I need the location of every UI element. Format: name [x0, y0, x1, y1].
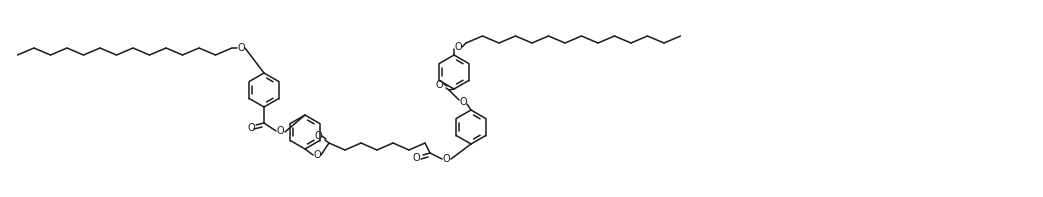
Text: O: O	[412, 153, 420, 163]
Text: O: O	[276, 126, 284, 136]
Text: O: O	[314, 131, 322, 141]
Text: O: O	[237, 43, 245, 53]
Text: O: O	[435, 80, 443, 90]
Text: O: O	[459, 97, 467, 107]
Text: O: O	[313, 150, 321, 160]
Text: O: O	[442, 154, 450, 164]
Text: O: O	[454, 42, 462, 52]
Text: O: O	[247, 123, 254, 133]
